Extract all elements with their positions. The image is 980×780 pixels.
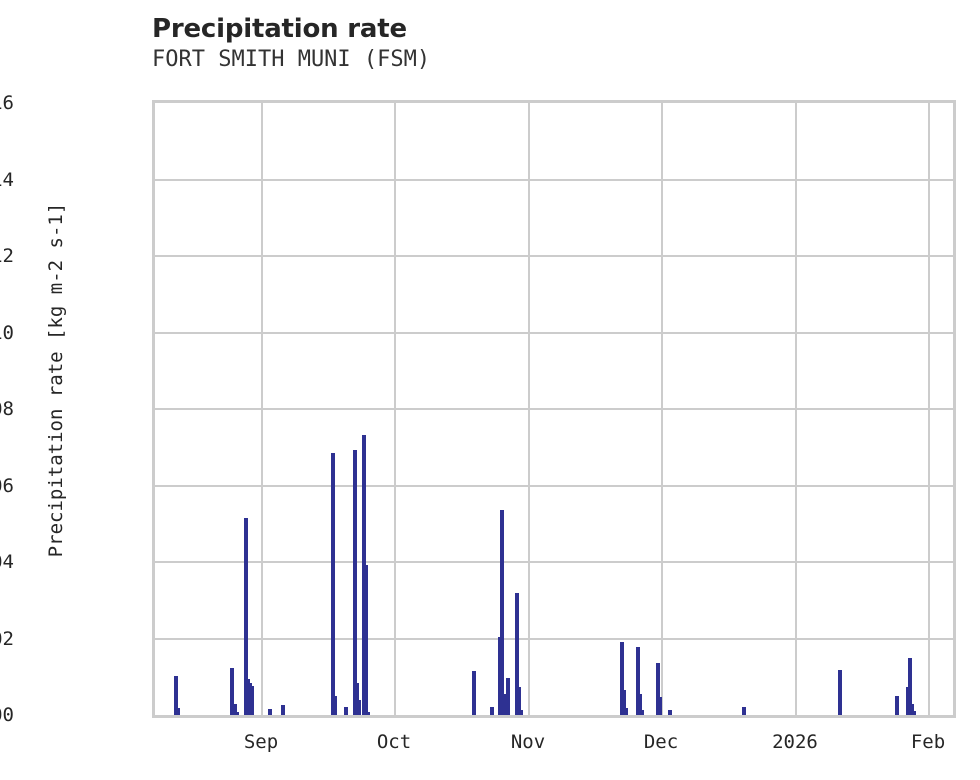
data-bar [331,453,335,715]
data-bar [515,593,519,715]
data-bar [364,564,368,715]
gridline-vertical [661,103,663,715]
x-tick-label: 2026 [772,731,818,753]
gridline-vertical [795,103,797,715]
data-bar [500,510,504,715]
x-tick-label: Nov [510,731,546,753]
gridline-vertical [528,103,530,715]
gridline-horizontal [155,561,953,563]
data-bar [624,708,628,715]
data-bar [176,707,180,715]
data-bar [506,677,510,715]
chart-subtitle: FORT SMITH MUNI (FSM) [152,47,431,72]
data-bar [912,711,916,715]
title-block: Precipitation rate FORT SMITH MUNI (FSM) [152,14,852,74]
y-axis-label: Precipitation rate [kg m-2 s-1] [45,202,67,558]
gridline-horizontal [155,408,953,410]
x-tick-label: Oct [376,731,412,753]
data-bar [668,710,672,715]
data-bar [910,703,914,715]
gridline-horizontal [155,331,953,334]
gridline-horizontal [155,178,953,181]
data-bar [622,690,626,715]
data-bar [620,642,624,715]
data-bar [235,711,239,715]
data-bar [838,669,842,715]
data-bar [640,710,644,715]
gridline-vertical [261,103,263,715]
data-bar [638,693,642,715]
data-bar [344,706,348,715]
y-tick-label: 0.014 [0,168,14,191]
data-bar [908,657,912,715]
gridline-vertical [928,103,930,715]
x-tick-label: Feb [910,731,946,753]
data-bar [268,709,272,715]
plot-area [152,100,956,718]
y-tick-label: 0.006 [0,474,14,497]
y-tick-label: 0.008 [0,398,14,420]
gridline-vertical [394,103,396,715]
y-tick-label: 0.016 [0,92,14,114]
data-bar [472,671,476,715]
data-bar [357,700,361,715]
data-bar [895,695,899,715]
data-bar [490,706,494,715]
y-tick-label: 0.002 [0,627,14,650]
y-tick-label: 0.010 [0,321,14,344]
gridline-horizontal [155,484,953,487]
chart-title: Precipitation rate [152,14,407,44]
data-bar [517,687,521,715]
data-bar [244,518,248,715]
data-bar [281,705,285,715]
data-bar [355,682,359,715]
data-bar [656,663,660,715]
data-bar [333,695,337,715]
gridline-horizontal [155,255,953,257]
data-bar [366,711,370,715]
data-bar [658,696,662,715]
data-bar [230,667,234,715]
y-tick-label: 0.012 [0,245,14,267]
x-tick-label: Sep [243,731,279,753]
data-bar [233,704,237,715]
data-bar [519,710,523,715]
y-tick-label: 0.000 [0,704,14,726]
data-bar [353,450,357,715]
gridline-horizontal [155,637,953,640]
data-bar [250,686,254,715]
y-tick-label: 0.004 [0,551,14,573]
data-bar [174,675,178,715]
data-bar [636,646,640,715]
data-bar [742,706,746,715]
plot-inner [155,103,953,715]
x-tick-label: Dec [643,731,679,753]
